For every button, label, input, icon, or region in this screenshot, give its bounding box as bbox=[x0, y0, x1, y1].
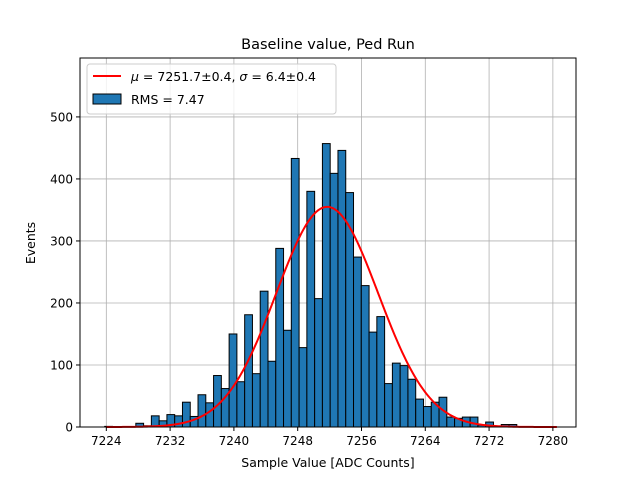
histogram-bar bbox=[244, 314, 253, 428]
histogram-bar bbox=[306, 190, 316, 428]
histogram-bar bbox=[407, 378, 417, 428]
y-tick-label: 300 bbox=[50, 234, 73, 248]
histogram-bar bbox=[197, 394, 207, 428]
histogram-bar bbox=[251, 373, 261, 428]
histogram-bar bbox=[360, 285, 370, 428]
histogram-bar bbox=[314, 298, 323, 428]
x-tick-label: 7240 bbox=[219, 434, 250, 448]
histogram-bar bbox=[298, 347, 308, 428]
histogram-bar bbox=[415, 398, 424, 428]
histogram-bar bbox=[290, 157, 300, 428]
legend-box bbox=[86, 63, 337, 115]
y-tick-label: 200 bbox=[50, 296, 73, 310]
histogram-bar bbox=[368, 331, 378, 428]
histogram-bar bbox=[228, 333, 238, 428]
histogram-bar bbox=[446, 416, 456, 428]
y-axis-label: Events bbox=[23, 222, 38, 264]
histogram-bar bbox=[321, 143, 331, 428]
x-tick-label: 7264 bbox=[410, 434, 441, 448]
histogram-bar bbox=[422, 406, 432, 428]
gaussian-fit-curve bbox=[106, 205, 557, 428]
legend-fit-label: μ = 7251.7±0.4, σ = 6.4±0.4 bbox=[130, 69, 316, 84]
legend-hist-label: RMS = 7.47 bbox=[131, 92, 205, 107]
x-tick-label: 7248 bbox=[282, 434, 313, 448]
axis-ticks: 7224 7232 7240 7248 7256 7264 7272 7280 0 100 200 3… bbox=[50, 110, 568, 448]
x-tick-label: 7232 bbox=[155, 434, 186, 448]
chart-title: Baseline value, Ped Run bbox=[241, 37, 415, 53]
histogram-bar bbox=[283, 329, 292, 428]
axes-frame bbox=[79, 57, 577, 428]
histogram-bar bbox=[399, 365, 409, 428]
x-axis-label: Sample Value [ADC Counts] bbox=[241, 455, 414, 470]
histogram-bar bbox=[384, 383, 393, 428]
histogram-bar bbox=[337, 149, 347, 428]
histogram-bar bbox=[376, 316, 386, 428]
y-tick-label: 400 bbox=[50, 172, 73, 186]
x-tick-label: 7280 bbox=[538, 434, 569, 448]
y-tick-label: 0 bbox=[65, 421, 73, 435]
histogram-bar bbox=[353, 256, 362, 428]
histogram-bar bbox=[205, 402, 215, 428]
x-tick-label: 7256 bbox=[346, 434, 377, 448]
x-tick-label: 7272 bbox=[474, 434, 505, 448]
histogram-bar bbox=[267, 360, 277, 428]
y-tick-label: 100 bbox=[50, 358, 73, 372]
histogram-bar bbox=[174, 415, 183, 428]
histogram-bar bbox=[391, 362, 401, 428]
histogram-bar bbox=[259, 290, 269, 428]
y-tick-label: 500 bbox=[50, 110, 73, 124]
x-tick-label: 7224 bbox=[91, 434, 122, 448]
histogram-bar bbox=[236, 381, 246, 428]
legend-hist-swatch bbox=[92, 93, 122, 105]
legend: μ = 7251.7±0.4, σ = 6.4±0.4 RMS = 7.47 bbox=[86, 63, 337, 115]
